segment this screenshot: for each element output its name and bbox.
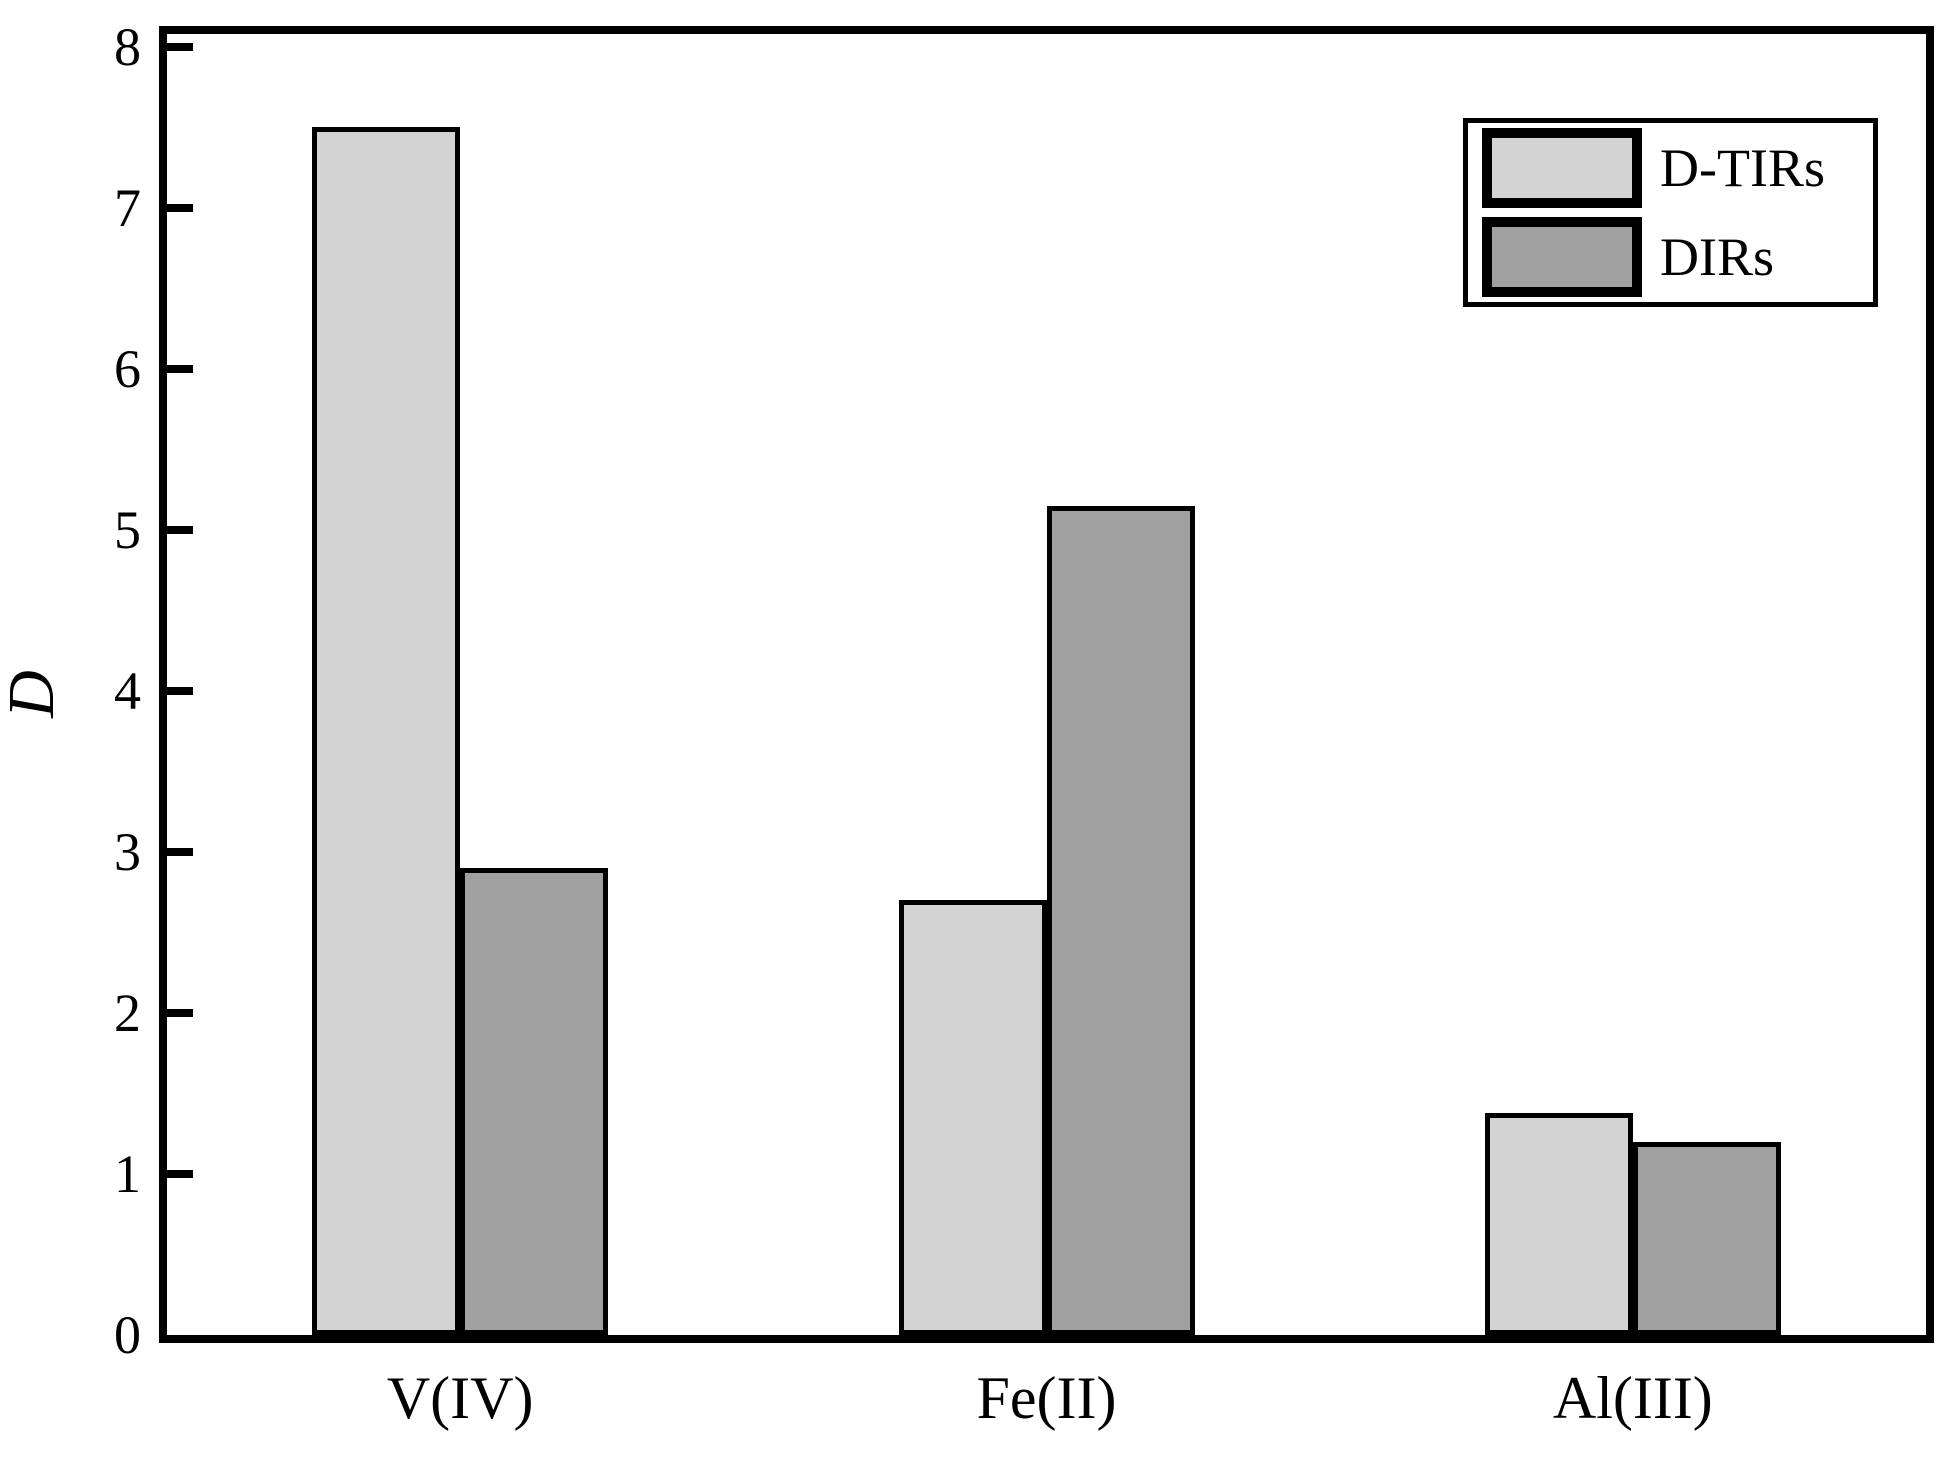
legend-item-label: D-TIRs xyxy=(1660,138,1825,198)
bar xyxy=(1046,506,1195,1335)
y-tick-label: 3 xyxy=(114,821,141,882)
x-category-label: Al(III) xyxy=(1552,1365,1713,1431)
bar xyxy=(312,127,461,1335)
y-tick-label: 4 xyxy=(114,660,141,721)
y-tick-label: 8 xyxy=(114,16,141,77)
legend-item: DIRs xyxy=(1482,217,1873,297)
bar xyxy=(1632,1142,1781,1335)
y-tick-label: 6 xyxy=(114,338,141,399)
y-tick xyxy=(167,364,193,373)
bar xyxy=(1484,1113,1633,1335)
y-tick xyxy=(167,525,193,534)
x-category-label: V(IV) xyxy=(386,1365,534,1431)
bar xyxy=(898,900,1047,1335)
legend: D-TIRs DIRs xyxy=(1463,118,1878,307)
legend-item: D-TIRs xyxy=(1482,128,1873,208)
y-tick xyxy=(167,42,193,51)
y-tick xyxy=(167,847,193,856)
x-category-label: Fe(II) xyxy=(976,1365,1117,1431)
y-tick xyxy=(167,686,193,695)
legend-swatch xyxy=(1482,217,1642,297)
y-tick-label: 2 xyxy=(114,982,141,1043)
legend-item-label: DIRs xyxy=(1660,227,1775,287)
y-tick-label: 0 xyxy=(114,1305,141,1365)
y-tick xyxy=(167,1169,193,1178)
y-tick-label: 7 xyxy=(114,177,141,238)
bar xyxy=(460,868,609,1335)
y-tick xyxy=(167,203,193,212)
y-tick-label: 5 xyxy=(114,499,141,560)
y-tick xyxy=(167,1008,193,1017)
y-tick-label: 1 xyxy=(114,1143,141,1204)
legend-swatch xyxy=(1482,128,1642,208)
